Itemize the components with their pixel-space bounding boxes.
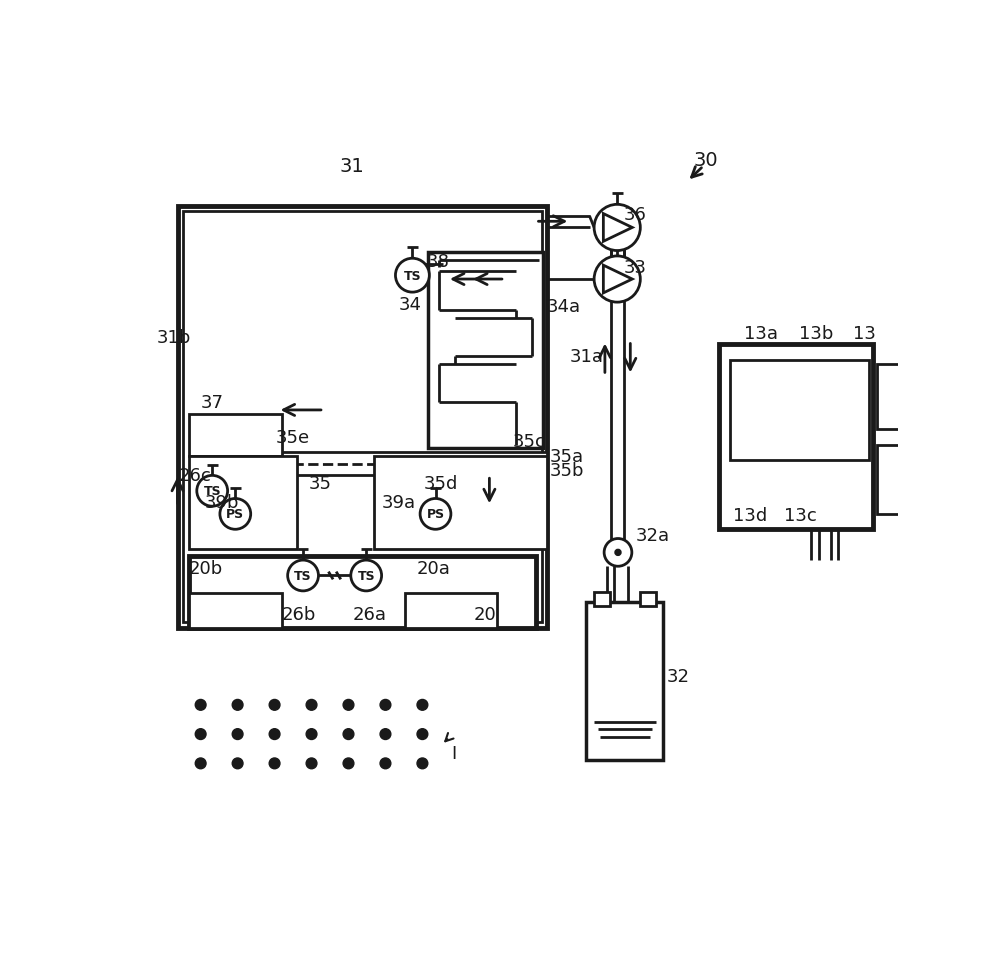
Circle shape	[269, 729, 280, 740]
Text: 33: 33	[623, 259, 646, 277]
Circle shape	[197, 476, 228, 507]
Circle shape	[232, 759, 243, 769]
Bar	[877, 445, 985, 515]
Circle shape	[232, 700, 243, 711]
Bar	[877, 364, 985, 430]
Text: 26c: 26c	[179, 467, 212, 485]
Circle shape	[351, 560, 382, 591]
Bar	[405, 594, 497, 628]
Circle shape	[417, 759, 428, 769]
Circle shape	[420, 499, 451, 530]
Circle shape	[195, 729, 206, 740]
Circle shape	[195, 759, 206, 769]
Bar	[374, 456, 547, 549]
Text: 31b: 31b	[157, 329, 191, 347]
Circle shape	[343, 700, 354, 711]
Circle shape	[594, 205, 640, 252]
Text: 35e: 35e	[275, 429, 309, 446]
Text: 13d: 13d	[733, 507, 768, 525]
Text: 35: 35	[308, 475, 331, 493]
Circle shape	[343, 729, 354, 740]
Bar	[189, 557, 536, 628]
Text: 34: 34	[399, 296, 422, 314]
Circle shape	[380, 729, 391, 740]
Circle shape	[380, 700, 391, 711]
Bar	[189, 415, 282, 456]
Text: PS: PS	[226, 508, 244, 521]
Text: 26b: 26b	[282, 605, 316, 623]
Bar	[183, 213, 542, 623]
Bar	[586, 603, 663, 760]
Text: 30: 30	[693, 151, 718, 170]
Text: 35d: 35d	[424, 475, 458, 493]
Circle shape	[288, 560, 318, 591]
Circle shape	[417, 729, 428, 740]
Text: 20b: 20b	[189, 559, 223, 578]
Bar	[730, 360, 869, 460]
Text: 32a: 32a	[636, 527, 670, 545]
Circle shape	[269, 700, 280, 711]
Text: I: I	[451, 743, 456, 761]
Bar	[719, 345, 873, 530]
Text: 26a: 26a	[352, 605, 386, 623]
Text: 39b: 39b	[205, 494, 239, 512]
Text: 13: 13	[853, 325, 876, 342]
Circle shape	[220, 499, 251, 530]
Text: TS: TS	[203, 485, 221, 497]
Text: 20: 20	[474, 605, 497, 623]
Text: 36: 36	[623, 205, 646, 223]
Text: TS: TS	[294, 569, 312, 582]
Text: 13a: 13a	[744, 325, 778, 342]
Circle shape	[594, 256, 640, 303]
Bar	[428, 253, 543, 449]
Text: 35b: 35b	[549, 461, 584, 479]
Circle shape	[232, 729, 243, 740]
Text: 31: 31	[339, 157, 364, 176]
Text: 31a: 31a	[569, 348, 603, 366]
Circle shape	[380, 759, 391, 769]
Text: 34a: 34a	[546, 297, 581, 315]
Bar	[189, 594, 282, 628]
Bar	[189, 456, 297, 549]
Bar	[640, 593, 656, 607]
Circle shape	[306, 700, 317, 711]
Text: PS: PS	[426, 508, 445, 521]
Text: 35c: 35c	[512, 433, 545, 450]
Circle shape	[306, 729, 317, 740]
Polygon shape	[603, 266, 632, 294]
Text: 20a: 20a	[417, 559, 451, 578]
Bar	[594, 593, 610, 607]
Text: 32: 32	[666, 667, 690, 685]
Text: 35a: 35a	[549, 448, 584, 466]
Circle shape	[343, 759, 354, 769]
Text: 13c: 13c	[784, 507, 816, 525]
Bar	[278, 453, 547, 476]
Circle shape	[616, 551, 620, 555]
Circle shape	[395, 259, 429, 293]
Text: 37: 37	[201, 394, 224, 412]
Circle shape	[306, 759, 317, 769]
Circle shape	[604, 539, 632, 567]
Bar	[178, 207, 547, 628]
Circle shape	[195, 700, 206, 711]
Text: TS: TS	[357, 569, 375, 582]
Text: 38: 38	[426, 253, 449, 271]
Text: 39a: 39a	[382, 494, 416, 512]
Polygon shape	[603, 214, 632, 242]
Text: TS: TS	[404, 270, 421, 282]
Circle shape	[417, 700, 428, 711]
Circle shape	[269, 759, 280, 769]
Text: 13b: 13b	[799, 325, 833, 342]
